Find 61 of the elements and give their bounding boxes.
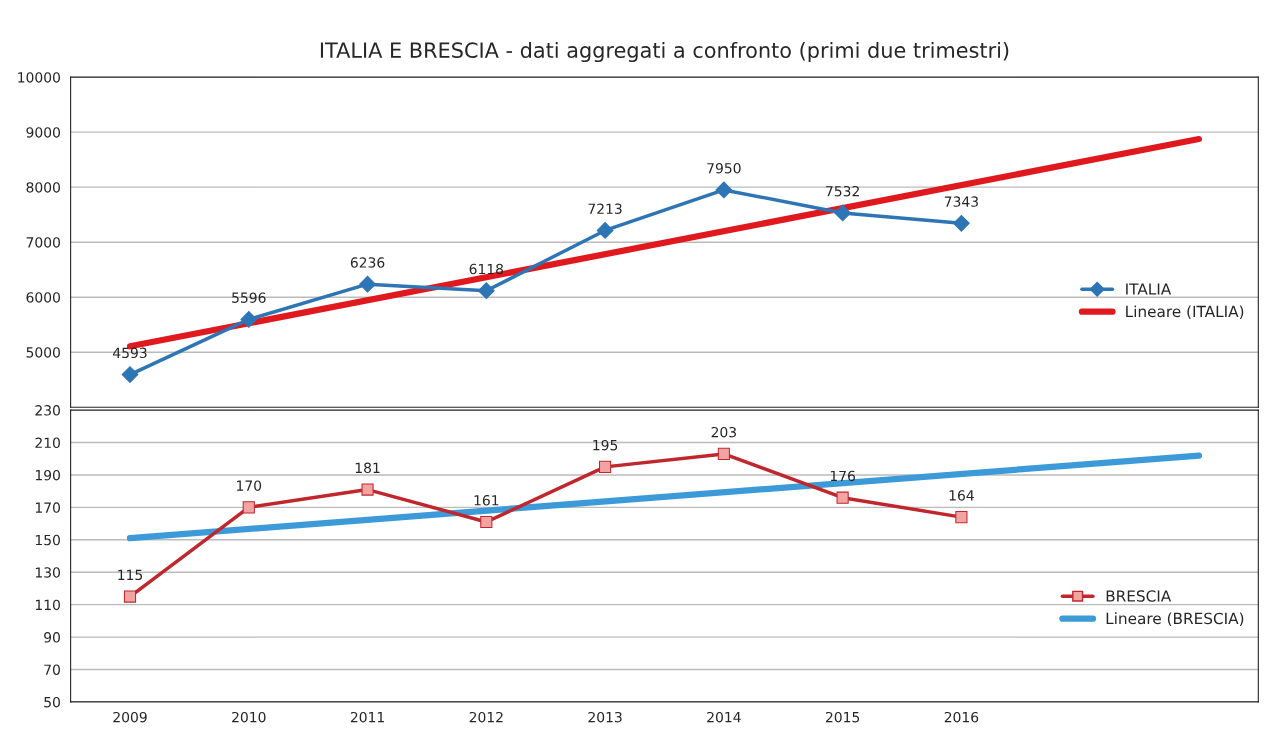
point bbox=[836, 491, 849, 504]
point bbox=[477, 282, 495, 300]
y-tick-label: 110 bbox=[35, 599, 60, 611]
point bbox=[242, 501, 255, 514]
y-tick-label: 6000 bbox=[26, 292, 60, 303]
point bbox=[599, 460, 612, 473]
data-label: 170 bbox=[237, 480, 262, 491]
point bbox=[480, 515, 493, 529]
legend-label: ITALIA bbox=[1126, 283, 1172, 295]
y-tick-label: 210 bbox=[35, 437, 60, 449]
x-tick-label: 2015 bbox=[825, 711, 860, 723]
data-label: 195 bbox=[593, 439, 618, 451]
data-label: 7950 bbox=[707, 162, 741, 174]
y-tick-label: 90 bbox=[44, 632, 60, 643]
point bbox=[361, 483, 374, 496]
data-label: 6118 bbox=[469, 263, 504, 275]
y-tick-label: 230 bbox=[35, 405, 60, 416]
point bbox=[717, 447, 730, 460]
legend-label: Lineare (ITALIA) bbox=[1126, 305, 1244, 320]
point bbox=[834, 204, 851, 222]
y-tick-label: 7000 bbox=[26, 237, 60, 248]
legend-label: Lineare (BRESCIA) bbox=[1106, 612, 1244, 626]
x-tick-label: 2013 bbox=[588, 711, 622, 723]
y-tick-label: 8000 bbox=[26, 182, 60, 193]
x-tick-label: 2011 bbox=[350, 711, 384, 723]
x-tick-label: 2016 bbox=[944, 711, 979, 723]
y-tick-label: 190 bbox=[35, 469, 60, 481]
point bbox=[953, 214, 970, 232]
data-label: 4593 bbox=[113, 347, 147, 359]
data-label: 181 bbox=[355, 462, 380, 474]
chart-title: ITALIA E BRESCIA - dati aggregati a confronto (primi due trimestri) bbox=[320, 41, 1009, 63]
data-label: 7213 bbox=[588, 203, 622, 214]
y-tick-label: 50 bbox=[44, 696, 60, 708]
y-tick-label: 130 bbox=[35, 567, 60, 578]
data-label: 5596 bbox=[232, 292, 266, 303]
point bbox=[359, 275, 376, 293]
y-tick-label: 70 bbox=[44, 664, 60, 675]
x-tick-label: 2012 bbox=[469, 711, 503, 723]
point bbox=[596, 222, 614, 239]
data-label: 115 bbox=[118, 569, 143, 581]
data-label: 7343 bbox=[944, 196, 978, 207]
data-label: 7532 bbox=[826, 185, 859, 197]
data-label: 6236 bbox=[350, 257, 385, 268]
y-tick-label: 170 bbox=[35, 502, 60, 513]
x-tick-label: 2014 bbox=[707, 711, 741, 723]
x-tick-label: 2009 bbox=[113, 711, 147, 723]
y-tick-label: 150 bbox=[35, 534, 60, 546]
y-tick-label: 10000 bbox=[18, 72, 60, 83]
data-label: 203 bbox=[711, 426, 736, 438]
point bbox=[121, 366, 139, 383]
data-label: 164 bbox=[949, 490, 974, 501]
y-tick-label: 5000 bbox=[26, 347, 60, 358]
point bbox=[123, 590, 137, 603]
point bbox=[240, 311, 258, 328]
x-tick-label: 2010 bbox=[232, 711, 266, 723]
legend-label: BRESCIA bbox=[1106, 590, 1172, 602]
data-label: 176 bbox=[830, 470, 856, 482]
point bbox=[955, 511, 968, 524]
y-tick-label: 9000 bbox=[26, 127, 60, 138]
point bbox=[715, 181, 733, 199]
data-label: 161 bbox=[474, 495, 499, 506]
